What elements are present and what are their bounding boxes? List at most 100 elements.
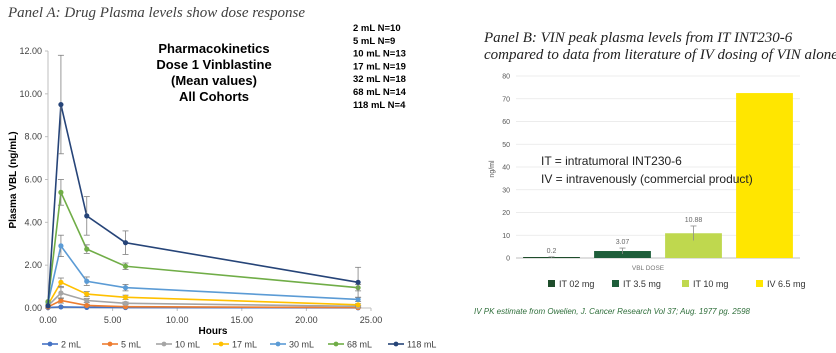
panel-b-y-tick-label: 10 — [502, 233, 510, 240]
panel-a-y-tick-label: 6.00 — [24, 175, 42, 185]
legend-swatch-marker — [161, 341, 167, 347]
data-point — [84, 246, 90, 252]
data-point — [122, 300, 129, 306]
legend-swatch-marker — [47, 341, 53, 347]
bar-data-label: 0.2 — [547, 248, 557, 255]
panel-a-x-tick-label: 15.00 — [231, 315, 254, 325]
panel-a-series — [45, 54, 362, 311]
panel-b-legend-swatch — [756, 280, 763, 287]
panel-a-title-line: Pharmacokinetics — [158, 41, 269, 56]
legend-label: 5 mL — [121, 340, 141, 350]
data-point — [58, 243, 64, 249]
panel-a-y-tick-label: 10.00 — [19, 89, 42, 99]
bar-iv-6.5-mg — [736, 93, 793, 258]
legend-label: 10 mL — [175, 340, 200, 350]
panel-b-legend-label: IT 3.5 mg — [623, 279, 661, 289]
panel-b-legend-label: IT 10 mg — [693, 279, 728, 289]
panel-b-y-tick-label: 20 — [502, 210, 510, 217]
panel-a-x-label: Hours — [199, 326, 228, 337]
panel-b-legend-label: IT 02 mg — [559, 279, 594, 289]
panel-b-x-label: VBL DOSE — [632, 265, 665, 272]
panel-b-y-tick-label: 60 — [502, 119, 510, 126]
data-point — [84, 302, 90, 309]
panel-b-legend-swatch — [548, 280, 555, 287]
panel-a-title-line: All Cohorts — [179, 89, 249, 104]
panel-b-title-line-2: compared to data from literature of IV d… — [484, 47, 836, 63]
cohort-count-label: 118 mL N=4 — [353, 100, 406, 111]
cohort-count-label: 10 mL N=13 — [353, 49, 406, 60]
panel-b-bars: 0.2 3.07 10.88 — [523, 93, 793, 258]
cohort-count-label: 2 mL N=10 — [353, 23, 401, 34]
cohort-count-label: 17 mL N=19 — [353, 61, 406, 72]
legend-label: 118 mL — [407, 340, 436, 350]
legend-swatch-marker — [275, 341, 281, 347]
series-line — [47, 189, 359, 302]
panel-a-title: Panel A: Drug Plasma levels show dose re… — [7, 5, 305, 21]
data-point — [122, 240, 129, 246]
panel-a-y-label: Plasma VBL (ng/mL) — [8, 131, 19, 228]
series-118-ml — [45, 54, 362, 309]
legend-swatch-marker — [107, 341, 113, 347]
panel-b-y-tick-label: 30 — [502, 187, 510, 194]
panel-b-y-tick-label: 0 — [506, 256, 510, 263]
panel-a-axes: 0.00 5.00 10.00 15.00 20.00 25.00 0.00 2.00 4.00… — [19, 46, 382, 325]
panel-b-y-tick-label: 50 — [502, 142, 510, 149]
data-point — [355, 302, 361, 308]
legend-swatch-marker — [218, 341, 224, 347]
series-17-ml — [45, 277, 362, 308]
data-point — [122, 294, 129, 300]
legend-label: 2 mL — [61, 340, 81, 350]
data-point — [58, 304, 64, 310]
cohort-count-label: 68 mL N=14 — [353, 87, 407, 98]
panel-a-x-tick-label: 10.00 — [166, 315, 189, 325]
bar-it-3.5-mg — [594, 251, 651, 258]
panel-b-annotation-2: IV = intravenously (commercial product) — [541, 172, 753, 186]
legend-label: 68 mL — [347, 340, 372, 350]
data-point — [355, 279, 361, 285]
panel-b-legend-label: IV 6.5 mg — [767, 279, 806, 289]
cohort-count-label: 32 mL N=18 — [353, 74, 406, 85]
panel-b-footnote: IV PK estimate from Owelien, J. Cancer R… — [474, 307, 751, 316]
data-point — [84, 278, 90, 284]
panel-b-y-tick-label: 80 — [502, 74, 510, 81]
panel-a-x-tick-label: 20.00 — [295, 315, 318, 325]
cohort-count-label: 5 mL N=9 — [353, 36, 395, 47]
panel-a-x-tick-label: 0.00 — [39, 315, 57, 325]
panel-a-y-tick-label: 8.00 — [24, 132, 42, 142]
series-68-ml — [45, 179, 362, 305]
panel-a-y-tick-label: 12.00 — [19, 46, 42, 56]
data-point — [58, 290, 64, 296]
legend-label: 30 mL — [289, 340, 314, 350]
legend-label: 17 mL — [232, 340, 257, 350]
data-point — [58, 101, 64, 108]
panel-b-title-line-1: Panel B: VIN peak plasma levels from IT … — [483, 30, 793, 46]
panel-b-y-label: ng/ml — [489, 160, 496, 178]
panel-b-annotation-1: IT = intratumoral INT230-6 — [541, 154, 682, 168]
panel-a-x-tick-label: 25.00 — [360, 315, 383, 325]
panel-a-title-line: Dose 1 Vinblastine — [156, 57, 271, 72]
bar-data-label: 10.88 — [685, 217, 703, 224]
data-point — [58, 297, 64, 304]
panel-b-legend-swatch — [682, 280, 689, 287]
data-point — [58, 189, 64, 195]
panel-b-legend-swatch — [612, 280, 619, 287]
panel-b-legend: IT 02 mg IT 3.5 mg IT 10 mg IV 6.5 mg — [548, 279, 806, 289]
data-point — [122, 263, 129, 269]
data-point — [45, 303, 51, 309]
panel-a-legend: 2 mL 5 mL 10 mL 17 mL 30 mL 68 mL 118 mL — [42, 340, 436, 350]
bar-data-label: 3.07 — [616, 239, 630, 246]
panel-a-title-line: (Mean values) — [171, 73, 257, 88]
data-point — [84, 291, 90, 297]
panel-a-y-tick-label: 0.00 — [24, 303, 42, 313]
panel-a-x-tick-label: 5.00 — [104, 315, 122, 325]
panel-b-y-tick-label: 70 — [502, 96, 510, 103]
legend-swatch-marker — [393, 341, 399, 347]
data-point — [58, 279, 64, 285]
series-line — [47, 104, 359, 306]
panel-a-y-tick-label: 4.00 — [24, 217, 42, 227]
data-point — [84, 297, 90, 304]
data-point — [84, 213, 90, 219]
